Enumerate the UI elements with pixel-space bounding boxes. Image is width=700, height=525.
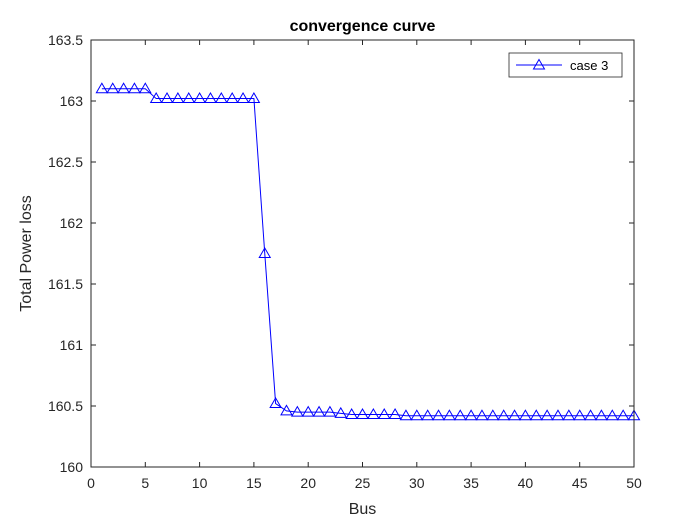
data-point-marker (453, 409, 467, 421)
data-point-marker (562, 409, 576, 421)
data-point-marker (399, 409, 413, 421)
data-point-marker (443, 409, 456, 421)
y-tick-label: 163.5 (48, 32, 83, 48)
data-point-marker (366, 408, 380, 420)
data-point-marker (106, 82, 120, 94)
y-tick-label: 160.5 (48, 398, 83, 414)
data-point-marker (247, 92, 261, 104)
x-tick-label: 40 (518, 475, 534, 491)
data-point-marker (573, 409, 587, 421)
data-point-marker (258, 247, 272, 258)
y-axis-label: Total Power loss (18, 195, 35, 312)
data-point-marker (182, 92, 196, 104)
x-tick-label: 15 (246, 475, 262, 491)
x-tick-label: 25 (355, 475, 371, 491)
data-point-marker (160, 92, 174, 104)
y-tick-label: 162.5 (48, 154, 83, 170)
data-point-marker (334, 406, 348, 418)
data-point-marker (508, 409, 521, 421)
data-point-marker (605, 409, 619, 421)
data-point-marker (290, 405, 304, 417)
data-point-marker (432, 409, 445, 421)
x-tick-label: 50 (626, 475, 642, 491)
data-point-marker (117, 82, 130, 94)
data-point-marker (269, 397, 282, 409)
ticks-layer: 0 5 10 15 20 25 30 35 40 45 50 160 160.5 161 161.5 162 1… (48, 32, 642, 491)
data-point-marker (345, 408, 359, 420)
y-tick-label: 161.5 (48, 276, 83, 292)
series-layer (95, 82, 641, 421)
data-point-marker (377, 408, 391, 420)
legend-marker-triangle-icon (532, 58, 546, 70)
data-point-marker (301, 405, 315, 417)
data-point-marker (519, 409, 532, 421)
y-tick-label: 161 (60, 337, 84, 353)
x-tick-label: 35 (463, 475, 479, 491)
data-point-marker (138, 82, 152, 94)
data-point-marker (497, 409, 511, 421)
data-point-marker (464, 409, 478, 421)
data-point-marker (356, 408, 369, 420)
data-point-marker (475, 409, 489, 421)
data-point-marker (236, 92, 250, 104)
y-tick-label: 163 (60, 93, 84, 109)
legend-label-case-3: case 3 (570, 58, 608, 73)
data-point-marker (149, 92, 163, 104)
data-point-marker (421, 409, 435, 421)
data-point-marker (280, 404, 293, 416)
data-point-marker (529, 409, 543, 421)
x-tick-label: 20 (300, 475, 316, 491)
data-point-marker (551, 409, 565, 421)
data-point-marker (584, 409, 597, 421)
x-axis-label: Bus (349, 501, 377, 518)
plot-frame (90, 39, 635, 468)
data-point-marker (388, 408, 402, 420)
data-point-marker (171, 92, 185, 104)
data-point-marker (410, 409, 424, 421)
series-line-case-3 (101, 88, 634, 417)
y-tick-label: 160 (60, 459, 84, 475)
y-tick-label: 162 (60, 215, 84, 231)
data-point-marker (193, 92, 206, 104)
plot-area (91, 40, 634, 467)
data-point-marker (540, 409, 554, 421)
data-point-marker (595, 409, 608, 421)
x-tick-label: 45 (572, 475, 588, 491)
data-point-marker (95, 82, 109, 94)
x-tick-label: 5 (141, 475, 149, 491)
x-tick-label: 10 (192, 475, 208, 491)
legend: case 3 (508, 52, 623, 78)
chart-title: convergence curve (290, 18, 436, 35)
x-tick-label: 30 (409, 475, 425, 491)
data-point-marker (214, 92, 228, 104)
x-tick-label: 0 (87, 475, 95, 491)
data-point-marker (225, 92, 239, 104)
data-point-marker (616, 409, 630, 421)
data-point-marker (312, 405, 326, 417)
data-point-marker (323, 405, 337, 417)
data-point-marker (128, 82, 141, 94)
data-point-marker (204, 92, 217, 104)
data-point-marker (486, 409, 500, 421)
